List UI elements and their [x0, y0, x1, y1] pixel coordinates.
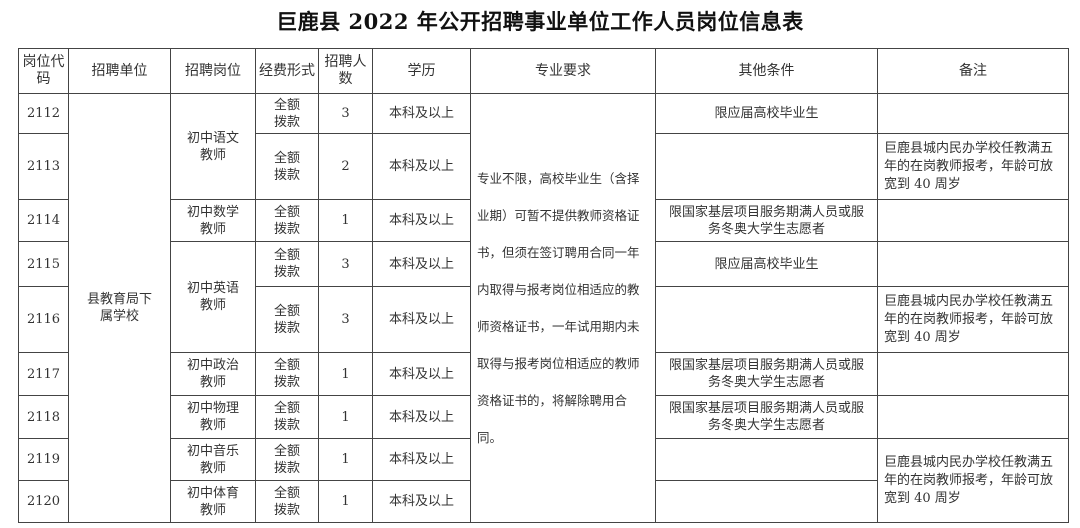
- header-conditions: 其他条件: [655, 48, 878, 94]
- count-cell: 2: [318, 133, 373, 200]
- remarks-cell: [877, 199, 1069, 242]
- funding-cell: 全额拨款: [255, 133, 319, 200]
- header-post: 招聘岗位: [170, 48, 256, 94]
- count-cell: 1: [318, 438, 373, 481]
- positions-table: 岗位代码 招聘单位 招聘岗位 经费形式 招聘人数 学历 专业要求 其他条件 备注…: [18, 48, 1069, 523]
- header-code: 岗位代码: [18, 48, 69, 94]
- conditions-cell: 限国家基层项目服务期满人员或服务冬奥大学生志愿者: [655, 199, 878, 242]
- education-cell: 本科及以上: [372, 480, 471, 523]
- funding-cell: 全额拨款: [255, 352, 319, 396]
- count-cell: 3: [318, 241, 373, 287]
- header-row: 岗位代码 招聘单位 招聘岗位 经费形式 招聘人数 学历 专业要求 其他条件 备注: [18, 48, 1069, 94]
- funding-cell: 全额拨款: [255, 241, 319, 287]
- code-cell: 2112: [18, 93, 69, 134]
- conditions-cell: 限国家基层项目服务期满人员或服务冬奥大学生志愿者: [655, 352, 878, 396]
- post-cell: 初中音乐教师: [170, 438, 256, 481]
- education-cell: 本科及以上: [372, 133, 471, 200]
- post-cell: 初中数学教师: [170, 199, 256, 242]
- table-row: 2112 县教育局下属学校 初中语文教师 全额拨款 3 本科及以上 专业不限，高…: [18, 93, 1069, 523]
- conditions-cell: [655, 438, 878, 481]
- count-cell: 1: [318, 395, 373, 439]
- count-cell: 1: [318, 199, 373, 242]
- remarks-cell: [877, 93, 1069, 134]
- table-row: 2120 初中体育教师 全额拨款 1 本科及以上: [18, 480, 1069, 523]
- conditions-cell: 限应届高校毕业生: [655, 241, 878, 287]
- remarks-cell: 巨鹿县城内民办学校任教满五年的在岗教师报考，年龄可放宽到 40 周岁: [877, 286, 1069, 353]
- education-cell: 本科及以上: [372, 199, 471, 242]
- post-cell: 初中英语教师: [170, 241, 256, 353]
- header-major: 专业要求: [470, 48, 656, 94]
- post-cell: 初中体育教师: [170, 480, 256, 523]
- funding-cell: 全额拨款: [255, 438, 319, 481]
- education-cell: 本科及以上: [372, 286, 471, 353]
- header-funding: 经费形式: [255, 48, 319, 94]
- code-cell: 2117: [18, 352, 69, 396]
- count-cell: 1: [318, 352, 373, 396]
- remarks-cell: [877, 241, 1069, 287]
- count-cell: 3: [318, 93, 373, 134]
- code-cell: 2120: [18, 480, 69, 523]
- header-education: 学历: [372, 48, 471, 94]
- education-cell: 本科及以上: [372, 395, 471, 439]
- count-cell: 3: [318, 286, 373, 353]
- unit-cell: 县教育局下属学校: [68, 93, 171, 523]
- count-cell: 1: [318, 480, 373, 523]
- table-row: 2116 全额拨款 3 本科及以上 巨鹿县城内民办学校任教满五年的在岗教师报考，…: [18, 286, 1069, 353]
- conditions-cell: [655, 286, 878, 353]
- education-cell: 本科及以上: [372, 438, 471, 481]
- remarks-cell: 巨鹿县城内民办学校任教满五年的在岗教师报考，年龄可放宽到 40 周岁: [877, 438, 1069, 523]
- page-title: 巨鹿县 2022 年公开招聘事业单位工作人员岗位信息表: [276, 9, 804, 34]
- table-row: 2117 初中政治教师 全额拨款 1 本科及以上 限国家基层项目服务期满人员或服…: [18, 352, 1069, 396]
- post-cell: 初中物理教师: [170, 395, 256, 439]
- table-row: 2115 初中英语教师 全额拨款 3 本科及以上 限应届高校毕业生: [18, 241, 1069, 353]
- code-cell: 2113: [18, 133, 69, 200]
- code-cell: 2116: [18, 286, 69, 353]
- code-cell: 2118: [18, 395, 69, 439]
- remarks-cell: 巨鹿县城内民办学校任教满五年的在岗教师报考，年龄可放宽到 40 周岁: [877, 133, 1069, 200]
- table-row: 2113 全额拨款 2 本科及以上 巨鹿县城内民办学校任教满五年的在岗教师报考，…: [18, 133, 1069, 200]
- table-row: 2119 初中音乐教师 全额拨款 1 本科及以上 巨鹿县城内民办学校任教满五年的…: [18, 438, 1069, 523]
- funding-cell: 全额拨款: [255, 395, 319, 439]
- code-cell: 2114: [18, 199, 69, 242]
- conditions-cell: 限应届高校毕业生: [655, 93, 878, 134]
- education-cell: 本科及以上: [372, 93, 471, 134]
- funding-cell: 全额拨款: [255, 93, 319, 134]
- code-cell: 2115: [18, 241, 69, 287]
- post-cell: 初中政治教师: [170, 352, 256, 396]
- funding-cell: 全额拨款: [255, 480, 319, 523]
- conditions-cell: [655, 133, 878, 200]
- code-cell: 2119: [18, 438, 69, 481]
- header-remarks: 备注: [877, 48, 1069, 94]
- education-cell: 本科及以上: [372, 352, 471, 396]
- remarks-cell: [877, 395, 1069, 439]
- major-cell: 专业不限，高校毕业生（含择业期）可暂不提供教师资格证书，但须在签订聘用合同一年内…: [470, 93, 656, 523]
- funding-cell: 全额拨款: [255, 286, 319, 353]
- funding-cell: 全额拨款: [255, 199, 319, 242]
- table-row: 2118 初中物理教师 全额拨款 1 本科及以上 限国家基层项目服务期满人员或服…: [18, 395, 1069, 439]
- remarks-cell: [877, 352, 1069, 396]
- post-cell: 初中语文教师: [170, 93, 256, 200]
- header-count: 招聘人数: [318, 48, 373, 94]
- conditions-cell: [655, 480, 878, 523]
- header-unit: 招聘单位: [68, 48, 171, 94]
- conditions-cell: 限国家基层项目服务期满人员或服务冬奥大学生志愿者: [655, 395, 878, 439]
- education-cell: 本科及以上: [372, 241, 471, 287]
